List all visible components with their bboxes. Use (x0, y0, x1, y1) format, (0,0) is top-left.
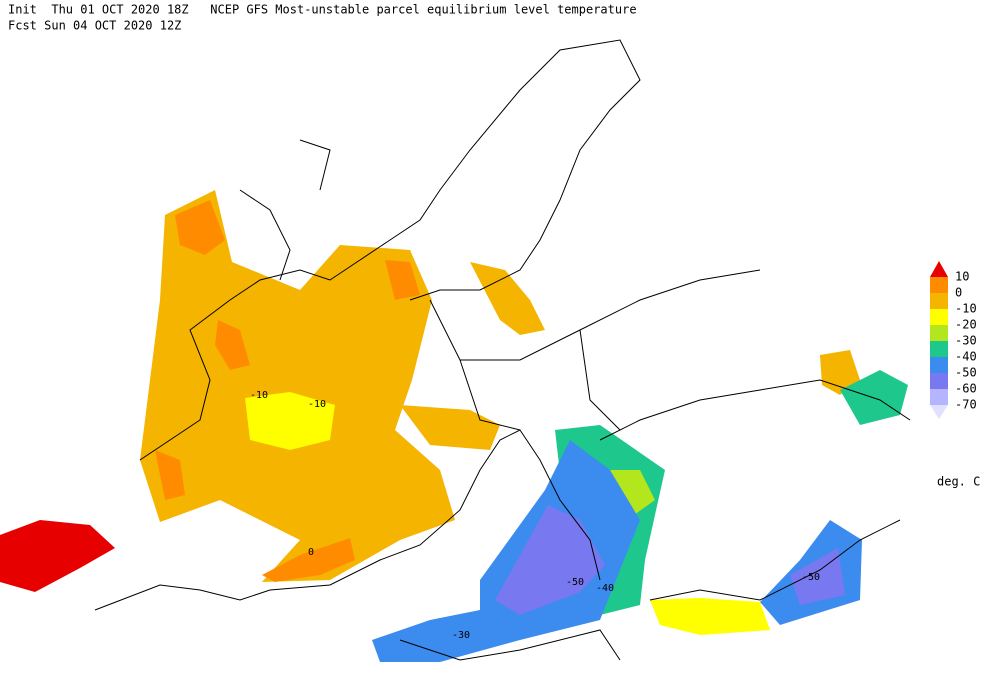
field-orange (385, 260, 420, 300)
field-amber (470, 262, 545, 335)
header-init: Init Thu 01 OCT 2020 18Z NCEP GFS Most-u… (8, 3, 637, 17)
coastlines (94, 39, 911, 661)
legend-label: -10 (955, 302, 977, 316)
coastline (599, 379, 911, 441)
field-orange (155, 450, 185, 500)
legend-label: -60 (955, 382, 977, 396)
coastline (94, 429, 601, 611)
contour-labels: -10 -10 0 -30 -50 -40 -50 (250, 390, 820, 641)
coastline (139, 39, 641, 461)
legend-swatch (930, 373, 948, 389)
fields (0, 190, 908, 662)
legend-label: -30 (955, 334, 977, 348)
field-amber (140, 190, 455, 582)
border (429, 269, 761, 431)
field-amber (400, 405, 500, 450)
field-yellow (245, 392, 335, 450)
legend-swatch (930, 357, 948, 373)
legend-label: -50 (955, 366, 977, 380)
legend-label: 10 (955, 270, 969, 284)
legend-swatch (930, 325, 948, 341)
contour-label: 0 (308, 547, 314, 558)
contour-label: -50 (566, 577, 584, 588)
field-red (0, 520, 115, 592)
field-orange (262, 538, 355, 582)
field-purple (495, 505, 605, 615)
field-yellow (650, 598, 770, 635)
legend-swatch (930, 405, 948, 419)
contour-label: -30 (452, 630, 470, 641)
legend-units: deg. C (937, 475, 980, 489)
contour-label: -40 (596, 583, 614, 594)
legend-swatch (930, 389, 948, 405)
contour-label: -10 (308, 399, 326, 410)
coastline (239, 139, 331, 281)
legend-swatch (930, 309, 948, 325)
field-orange (175, 200, 225, 255)
legend-swatch (930, 293, 948, 309)
coastline (649, 519, 901, 601)
legend-swatch (930, 261, 948, 277)
legend-label: -40 (955, 350, 977, 364)
legend-label: -70 (955, 398, 977, 412)
contour-label: -10 (250, 390, 268, 401)
field-blue (372, 440, 640, 662)
coastline (399, 629, 621, 661)
field-orange (215, 320, 250, 370)
legend-swatch (930, 277, 948, 293)
legend-label: -20 (955, 318, 977, 332)
contour-label: -50 (802, 572, 820, 583)
legend: 10 0 -10 -20 -30 -40 -50 -60 -70 (930, 261, 977, 419)
field-purple (790, 548, 845, 605)
legend-swatch (930, 341, 948, 357)
header-fcst: Fcst Sun 04 OCT 2020 12Z (8, 19, 181, 33)
legend-label: 0 (955, 286, 962, 300)
